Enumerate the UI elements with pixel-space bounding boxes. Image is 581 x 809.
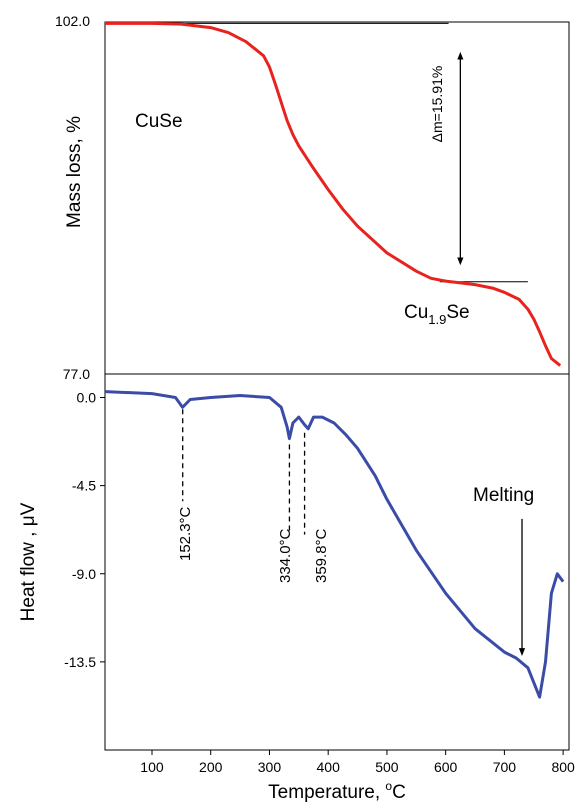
y-tick-label: -13.5 — [64, 654, 96, 670]
ytick-label-bottom: 77.0 — [63, 366, 90, 382]
y-tick-label: -9.0 — [72, 566, 96, 582]
top-ylabel: Mass loss, % — [64, 116, 85, 228]
bottom-plot-frame — [104, 373, 570, 751]
ytick-label-top: 102.0 — [55, 13, 90, 29]
peak-label-359: 359.8°C — [313, 528, 330, 583]
peak-label-334: 334.0°C — [277, 528, 294, 583]
melting-label: Melting — [473, 485, 534, 506]
x-tick-label: 100 — [140, 759, 164, 775]
delta-mass-label: Δm=15.91% — [429, 66, 445, 143]
x-tick-label: 300 — [258, 759, 282, 775]
x-tick-label: 600 — [434, 759, 458, 775]
peak-label-152: 152.3°C — [177, 506, 194, 561]
y-tick-label: 0.0 — [77, 390, 97, 406]
mass-loss-series-line — [105, 21, 562, 367]
bottom-axis-ticks — [100, 397, 564, 755]
x-tick-label: 700 — [493, 759, 517, 775]
x-tick-label: 400 — [317, 759, 341, 775]
cu19se-phase-label: Cu1.9Se — [404, 302, 470, 327]
bottom-tick-labels: 100 200 300 400 500 600 700 800 0.0 -4.5 -9.0 -13.5 — [64, 390, 575, 776]
cuse-phase-label: CuSe — [135, 111, 183, 132]
x-tick-label: 500 — [375, 759, 399, 775]
top-panel: 102.0 77.0 Mass loss, % CuSe Cu1.9Se Δm=… — [55, 13, 570, 382]
peak-markers — [182, 409, 306, 535]
x-tick-label: 800 — [551, 759, 575, 775]
y-tick-label: -4.5 — [72, 478, 96, 494]
top-plot-frame — [104, 21, 570, 375]
x-tick-label: 200 — [199, 759, 223, 775]
bottom-xlabel: Temperature, oC — [268, 779, 406, 803]
bottom-ylabel: Heat flow , μV — [18, 502, 39, 621]
heat-flow-series-line — [104, 390, 565, 699]
bottom-panel: 100 200 300 400 500 600 700 800 0.0 -4.5 -9.0 -13.5… — [18, 373, 575, 803]
